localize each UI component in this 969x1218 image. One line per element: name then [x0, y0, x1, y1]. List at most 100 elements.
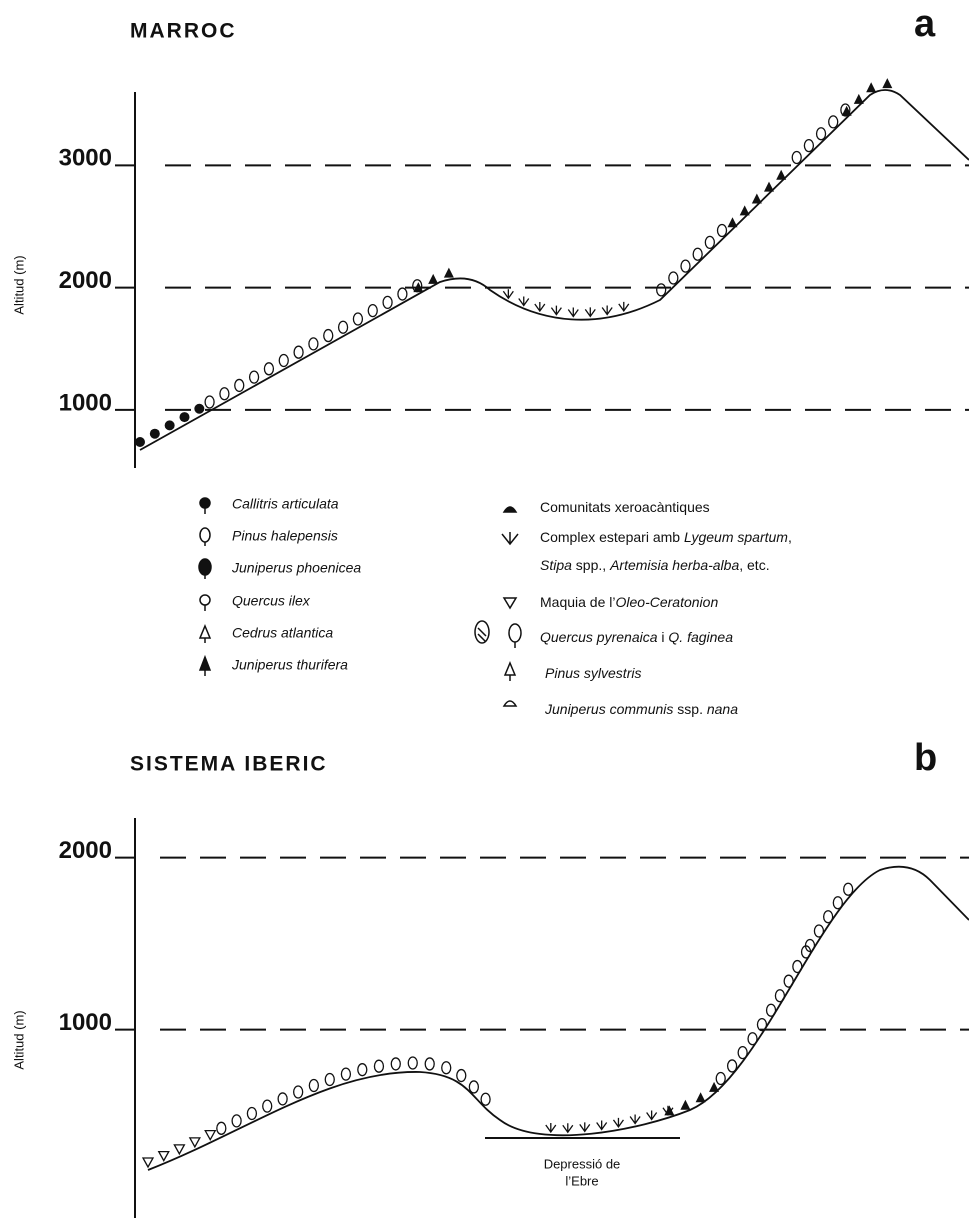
veg-symbol [165, 420, 175, 430]
legend-text: Oleo-Ceratonion [616, 594, 719, 610]
veg-symbol [696, 1092, 706, 1102]
legend-label: Juniperus phoenicea [231, 560, 361, 576]
veg-symbol [294, 1086, 303, 1098]
veg-symbol [705, 236, 714, 248]
veg-symbol [353, 313, 362, 325]
veg-symbol [844, 883, 853, 895]
veg-symbol [444, 268, 454, 278]
veg-symbol [563, 1123, 573, 1132]
legend-label: Quercus ilex [232, 593, 311, 609]
veg-symbol [854, 94, 864, 104]
legend-label: Cedrus atlantica [232, 625, 333, 641]
veg-symbol [833, 897, 842, 909]
veg-symbol [728, 217, 738, 227]
veg-symbol [767, 1004, 776, 1016]
veg-symbol [546, 1123, 556, 1132]
veg-symbol [469, 1081, 478, 1093]
legend-text: Artemisia herba-alba [609, 557, 739, 573]
veg-symbol [220, 388, 229, 400]
veg-symbol [250, 371, 259, 383]
legend-text: ssp. [673, 701, 706, 717]
veg-symbol [408, 1057, 417, 1069]
veg-symbol [519, 296, 529, 305]
veg-symbol [585, 307, 595, 316]
veg-symbol [580, 1122, 590, 1131]
figure: MARROC a SISTEMA IBERIC b Altitud (m) Al… [0, 0, 969, 1218]
legend-text: nana [707, 701, 738, 717]
veg-symbol [135, 437, 145, 447]
veg-symbol [613, 1118, 623, 1127]
veg-symbol [325, 1073, 334, 1085]
veg-symbol [339, 321, 348, 333]
veg-symbol [764, 182, 774, 192]
veg-symbol [535, 302, 545, 311]
veg-symbol [398, 288, 407, 300]
veg-symbol [143, 1158, 153, 1167]
veg-symbol [680, 1100, 690, 1110]
veg-symbol [693, 248, 702, 260]
veg-symbol [664, 1105, 674, 1115]
veg-symbol [442, 1062, 451, 1074]
veg-symbol [279, 354, 288, 366]
veg-symbol [391, 1058, 400, 1070]
profile [140, 90, 969, 450]
y-tick-label: 2000 [59, 267, 112, 294]
legend-text: i [658, 629, 669, 645]
profile [148, 867, 969, 1170]
panel-letter: b [914, 737, 937, 779]
veg-symbol [748, 1033, 757, 1045]
legend-text: Q. faginea [668, 629, 733, 645]
legend-text: Maquia de l’ [540, 594, 616, 610]
annotation: Depressió de [544, 1156, 621, 1171]
veg-symbol [264, 363, 273, 375]
veg-symbol [457, 1070, 466, 1082]
legend-text: , [788, 529, 792, 545]
veg-symbol [738, 1047, 747, 1059]
legend-label: Juniperus communis ssp. nana [544, 701, 738, 717]
legend-text: , etc. [739, 557, 769, 573]
y-label: Altitud (m) [11, 1010, 26, 1069]
veg-symbol [717, 224, 726, 236]
veg-symbol [775, 990, 784, 1002]
veg-symbol [814, 925, 823, 937]
veg-symbol [341, 1068, 350, 1080]
veg-symbol [309, 338, 318, 350]
legend-label: Comunitats xeroacàntiques [540, 499, 710, 515]
y-tick-label: 1000 [59, 1009, 112, 1036]
veg-symbol [551, 306, 561, 315]
veg-symbol [374, 1060, 383, 1072]
veg-symbol [619, 302, 629, 311]
veg-symbol [247, 1107, 256, 1119]
legend-text: Pinus sylvestris [545, 665, 641, 681]
legend-text: Stipa [540, 557, 572, 573]
veg-symbol [657, 284, 666, 296]
veg-symbol [309, 1079, 318, 1091]
veg-symbol [804, 140, 813, 152]
panel-letter: a [914, 3, 936, 45]
veg-symbol [597, 1121, 607, 1130]
veg-symbol [194, 404, 204, 414]
legend-text: Comunitats xeroacàntiques [540, 499, 710, 515]
y-label: Altitud (m) [11, 255, 26, 314]
veg-symbol [428, 274, 438, 284]
panel-title: SISTEMA IBERIC [130, 753, 328, 776]
veg-symbol [383, 296, 392, 308]
veg-symbol [294, 346, 303, 358]
annotation: l’Ebre [565, 1173, 598, 1188]
legend-text: Lygeum spartum [684, 529, 788, 545]
veg-symbol [829, 116, 838, 128]
veg-symbol [150, 429, 160, 439]
veg-symbol [728, 1060, 737, 1072]
veg-symbol [205, 396, 214, 408]
panel-title: MARROC [130, 20, 237, 43]
veg-symbol [882, 78, 892, 88]
veg-symbol [503, 289, 513, 298]
veg-symbol [647, 1110, 657, 1119]
legend-label: Complex estepari amb Lygeum spartum, [540, 529, 792, 545]
legend-label: Maquia de l’Oleo-Ceratonion [540, 594, 718, 610]
veg-symbol [866, 82, 876, 92]
veg-symbol [263, 1100, 272, 1112]
veg-symbol [190, 1138, 200, 1147]
veg-symbol [792, 152, 801, 164]
veg-symbol [179, 412, 189, 422]
